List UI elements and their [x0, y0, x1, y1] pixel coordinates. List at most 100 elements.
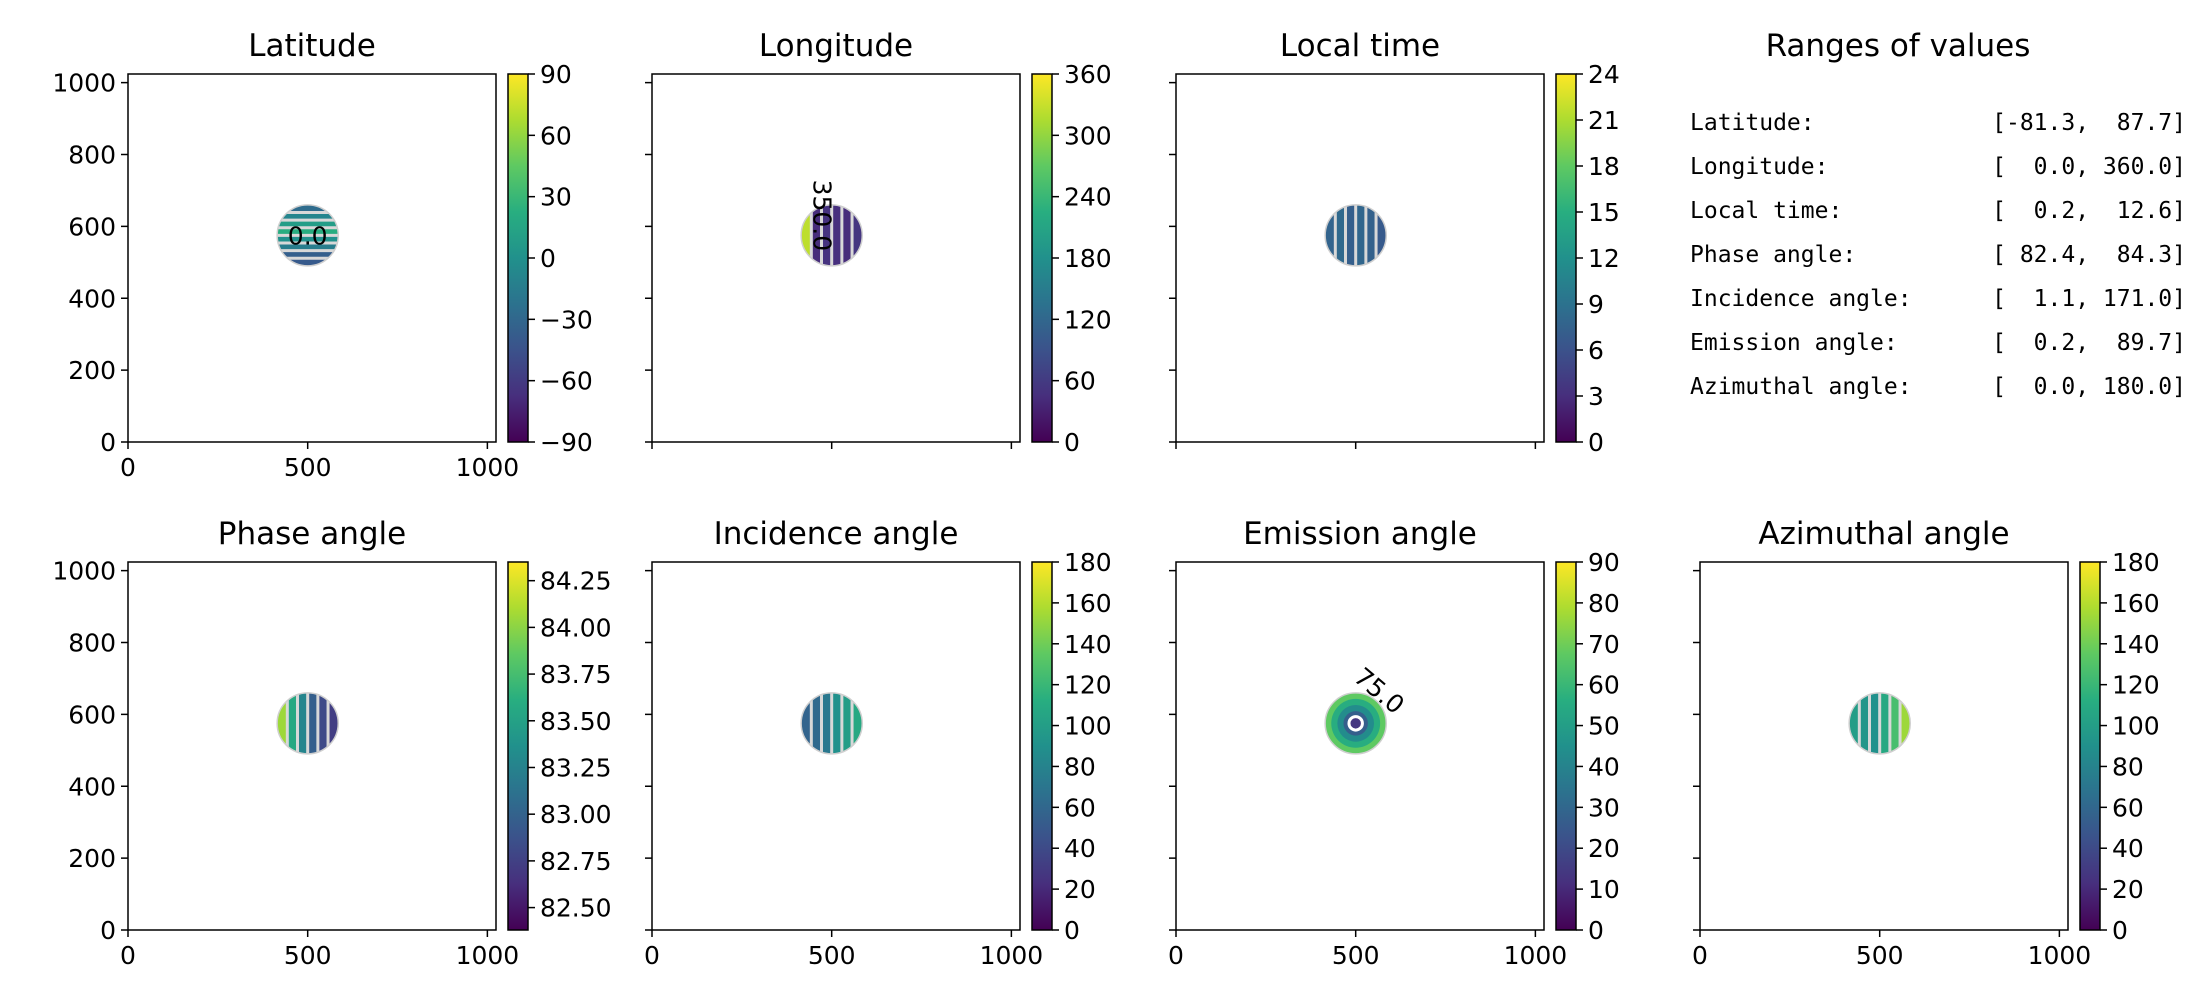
disk-band — [1889, 692, 1902, 754]
disk-band — [831, 692, 843, 754]
y-tick-label: 200 — [68, 356, 116, 385]
range-label: Phase angle: — [1690, 242, 1856, 268]
colorbar-tick-label: 20 — [1588, 834, 1620, 863]
panel-2: Local time 0 3 6 9 12 15 18 21 24 — [1169, 28, 1620, 457]
colorbar-tick-label: 82.50 — [540, 894, 612, 923]
colorbar-tick-label: 100 — [2112, 712, 2160, 741]
disk-band — [287, 692, 299, 754]
x-tick-label: 500 — [284, 941, 332, 970]
colorbar-tick-label: 30 — [540, 183, 572, 212]
x-tick-label: 1000 — [456, 453, 520, 482]
axes-frame — [1175, 73, 1545, 443]
colorbar-tick-label: 84.00 — [540, 613, 612, 642]
disk-band — [801, 204, 813, 266]
range-value: [ 0.2, 12.6] — [1992, 198, 2186, 224]
colorbar-tick-label: 83.75 — [540, 660, 612, 689]
panel-3: Phase angle 0 500 1000 0 200 400 600 800 1000 82.5… — [52, 516, 611, 970]
colorbar-tick-label: −90 — [540, 428, 593, 457]
colorbar-tick-label: 21 — [1588, 106, 1620, 135]
colorbar-tick-label: 0 — [2112, 916, 2128, 945]
disk-limb — [1324, 204, 1387, 267]
disk-band — [811, 692, 823, 754]
colorbar-tick-label: 180 — [2112, 548, 2160, 577]
y-tick-label: 400 — [68, 284, 116, 313]
disk-band — [1335, 204, 1347, 266]
planet-disk — [277, 204, 339, 266]
colorbar-tick-label: 83.00 — [540, 800, 612, 829]
y-tick-label: 800 — [68, 629, 116, 658]
colorbar — [1031, 561, 1053, 931]
colorbar-tick-label: 83.50 — [540, 707, 612, 736]
range-value: [ 0.0, 360.0] — [1992, 154, 2186, 180]
axes-frame — [1699, 561, 2069, 931]
y-tick-label: 1000 — [52, 69, 116, 98]
colorbar-tick-label: 40 — [2112, 834, 2144, 863]
colorbar-tick-label: 0 — [1064, 428, 1080, 457]
colorbar-tick-label: 9 — [1588, 290, 1604, 319]
colorbar-tick-label: 80 — [2112, 752, 2144, 781]
disk-band — [852, 692, 863, 754]
contour-label: 0.0 — [288, 221, 328, 250]
x-tick-label: 1000 — [980, 941, 1044, 970]
x-tick-label: 1000 — [456, 941, 520, 970]
x-tick-label: 0 — [1168, 941, 1184, 970]
ranges-panel: Ranges of values Latitude: [-81.3, 87.7] L… — [1690, 28, 2186, 400]
colorbar-tick-label: 0 — [1588, 916, 1604, 945]
planet-disk — [277, 692, 339, 754]
x-tick-label: 500 — [284, 453, 332, 482]
disk-band — [1325, 204, 1337, 266]
panel-title: Emission angle — [1243, 516, 1477, 552]
y-tick-label: 0 — [100, 428, 116, 457]
colorbar-tick-label: 0 — [1064, 916, 1080, 945]
colorbar-tick-label: 20 — [1064, 875, 1096, 904]
colorbar-tick-label: 20 — [2112, 875, 2144, 904]
contour-line — [1347, 715, 1364, 732]
range-value: [ 82.4, 84.3] — [1992, 242, 2186, 268]
x-tick-label: 1000 — [2028, 941, 2092, 970]
colorbar — [2079, 561, 2101, 931]
x-tick-label: 0 — [120, 941, 136, 970]
disk-band — [1355, 204, 1367, 266]
colorbar-tick-label: −60 — [540, 367, 593, 396]
range-label: Incidence angle: — [1690, 286, 1912, 312]
planet-disk — [1849, 692, 1911, 754]
disk-band — [852, 204, 863, 266]
x-tick-label: 500 — [808, 941, 856, 970]
disk-limb — [1848, 692, 1911, 755]
disk-band — [277, 242, 339, 252]
x-tick-label: 1000 — [1504, 941, 1568, 970]
contour-label: 350.0 — [808, 180, 837, 252]
x-tick-label: 500 — [1332, 941, 1380, 970]
panel-title: Local time — [1280, 28, 1440, 64]
colorbar-tick-label: 3 — [1588, 382, 1604, 411]
disk-band — [841, 692, 854, 754]
range-label: Longitude: — [1690, 154, 1828, 180]
colorbar-tick-label: 180 — [1064, 548, 1112, 577]
disk-band — [821, 204, 833, 266]
y-tick-label: 600 — [68, 212, 116, 241]
panel-title: Longitude — [759, 28, 913, 64]
colorbar-tick-label: 160 — [1064, 589, 1112, 618]
panel-title: Latitude — [248, 28, 376, 64]
colorbar-tick-label: 0 — [540, 244, 556, 273]
planet-disk — [801, 692, 863, 754]
colorbar-tick-label: 30 — [1588, 793, 1620, 822]
disk-band — [1349, 717, 1362, 730]
colorbar-tick-label: 83.25 — [540, 753, 612, 782]
colorbar-tick-label: 160 — [2112, 589, 2160, 618]
panel-title: Incidence angle — [714, 516, 959, 552]
colorbar-tick-label: 60 — [1064, 793, 1096, 822]
disk-band — [1376, 204, 1387, 266]
disk-band — [307, 692, 319, 754]
range-label: Azimuthal angle: — [1690, 374, 1912, 400]
colorbar-tick-label: 90 — [1588, 548, 1620, 577]
y-tick-label: 800 — [68, 141, 116, 170]
colorbar-tick-label: 40 — [1588, 752, 1620, 781]
ranges-title: Ranges of values — [1766, 28, 2031, 64]
y-tick-label: 200 — [68, 844, 116, 873]
colorbar-tick-label: 120 — [2112, 671, 2160, 700]
colorbar-tick-label: 18 — [1588, 152, 1620, 181]
colorbar-tick-label: 180 — [1064, 244, 1112, 273]
range-label: Latitude: — [1690, 110, 1815, 136]
